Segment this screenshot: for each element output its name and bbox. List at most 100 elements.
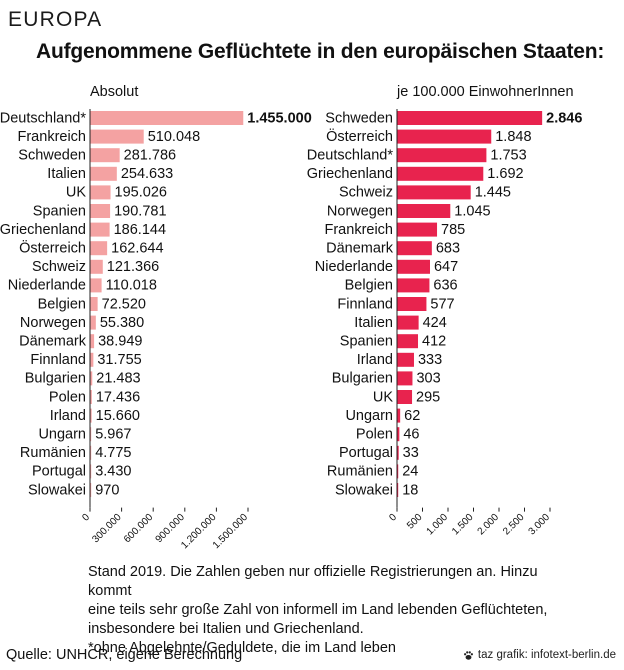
category-label-absolute-16: Polen bbox=[49, 389, 86, 405]
category-label-per-capita-5: Schweiz bbox=[339, 185, 393, 201]
tick-label-absolute-6: 1.500.000 bbox=[211, 512, 251, 552]
category-label-absolute-15: Bulgarien bbox=[25, 371, 86, 387]
value-label-per-capita-11: 577 bbox=[430, 296, 454, 312]
bar-per-capita-2 bbox=[397, 129, 492, 144]
category-label-per-capita-11: Finnland bbox=[337, 296, 393, 312]
tick-label-per-capita-1: 0 bbox=[387, 512, 399, 524]
category-label-per-capita-18: Polen bbox=[356, 427, 393, 443]
bar-per-capita-6 bbox=[397, 204, 451, 218]
category-label-per-capita-13: Spanien bbox=[340, 334, 393, 350]
value-label-per-capita-12: 424 bbox=[423, 315, 447, 331]
value-label-absolute-15: 21.483 bbox=[96, 371, 140, 387]
bar-per-capita-15 bbox=[397, 371, 413, 386]
category-label-absolute-20: Portugal bbox=[32, 464, 86, 480]
bar-per-capita-10 bbox=[397, 278, 430, 293]
bar-absolute-5 bbox=[90, 185, 111, 200]
bar-per-capita-4 bbox=[397, 166, 484, 181]
value-label-absolute-21: 970 bbox=[95, 482, 119, 498]
value-label-per-capita-18: 46 bbox=[403, 427, 419, 443]
category-label-absolute-14: Finnland bbox=[30, 352, 86, 368]
footnote-line-1: Stand 2019. Die Zahlen geben nur offizie… bbox=[88, 564, 538, 599]
category-label-absolute-18: Ungarn bbox=[38, 427, 86, 443]
value-label-absolute-20: 3.430 bbox=[95, 464, 131, 480]
value-label-absolute-3: 281.786 bbox=[124, 148, 176, 164]
value-label-absolute-8: 162.644 bbox=[111, 241, 163, 257]
value-label-absolute-16: 17.436 bbox=[96, 389, 140, 405]
tick-label-per-capita-5: 2.000 bbox=[476, 512, 502, 538]
footnote-line-3: insbesondere bei Italien und Griechenlan… bbox=[88, 621, 364, 637]
category-label-per-capita-17: Ungarn bbox=[345, 408, 393, 424]
value-label-per-capita-6: 1.045 bbox=[454, 203, 490, 219]
tick-label-per-capita-3: 1.000 bbox=[425, 512, 451, 538]
category-label-absolute-17: Irland bbox=[50, 408, 86, 424]
bar-absolute-9 bbox=[90, 259, 103, 274]
bar-absolute-2 bbox=[90, 129, 144, 144]
value-label-absolute-2: 510.048 bbox=[148, 129, 200, 145]
tick-label-absolute-1: 0 bbox=[80, 512, 92, 524]
value-label-absolute-5: 195.026 bbox=[115, 185, 167, 201]
value-label-absolute-4: 254.633 bbox=[121, 166, 173, 182]
bar-per-capita-12 bbox=[397, 315, 419, 330]
bar-absolute-3 bbox=[90, 148, 120, 163]
value-label-absolute-11: 72.520 bbox=[102, 296, 146, 312]
panel-title-absolute: Absolut bbox=[90, 84, 139, 100]
panel-title-per-capita: je 100.000 EinwohnerInnen bbox=[397, 84, 574, 100]
value-label-per-capita-21: 18 bbox=[402, 482, 418, 498]
bar-absolute-18 bbox=[90, 427, 92, 442]
credit-text: taz grafik: infotext-berlin.de bbox=[477, 649, 616, 661]
category-label-per-capita-15: Bulgarien bbox=[332, 371, 393, 387]
category-label-per-capita-8: Dänemark bbox=[326, 241, 394, 257]
category-label-absolute-13: Dänemark bbox=[19, 334, 87, 350]
value-label-absolute-13: 38.949 bbox=[98, 334, 142, 350]
tick-label-absolute-2: 300.000 bbox=[90, 512, 124, 546]
bar-absolute-7 bbox=[90, 222, 110, 237]
bar-absolute-17 bbox=[90, 408, 92, 423]
category-label-absolute-11: Belgien bbox=[38, 296, 86, 312]
bar-per-capita-21 bbox=[397, 483, 399, 497]
category-label-absolute-3: Schweden bbox=[18, 148, 86, 164]
value-label-absolute-14: 31.755 bbox=[97, 352, 141, 368]
category-label-per-capita-21: Slowakei bbox=[335, 482, 393, 498]
bar-charts: Deutschland* 1.455.000 Frankreich 510.048 Sc… bbox=[0, 109, 582, 552]
credit: taz grafik: infotext-berlin.de bbox=[463, 649, 616, 661]
kicker: EUROPA bbox=[8, 8, 103, 31]
bar-per-capita-11 bbox=[397, 297, 427, 311]
category-label-per-capita-4: Griechenland bbox=[307, 166, 393, 182]
category-label-absolute-19: Rumänien bbox=[20, 445, 86, 461]
category-label-per-capita-10: Belgien bbox=[345, 278, 393, 294]
value-label-absolute-9: 121.366 bbox=[107, 259, 159, 275]
value-label-per-capita-3: 1.753 bbox=[490, 148, 526, 164]
bar-per-capita-13 bbox=[397, 334, 419, 349]
value-label-per-capita-14: 333 bbox=[418, 352, 442, 368]
value-label-per-capita-7: 785 bbox=[441, 222, 465, 238]
bar-per-capita-16 bbox=[397, 390, 413, 404]
category-label-per-capita-2: Österreich bbox=[326, 127, 393, 145]
tick-label-per-capita-2: 500 bbox=[405, 512, 425, 532]
category-label-per-capita-12: Italien bbox=[354, 315, 393, 331]
tick-label-per-capita-4: 1.500 bbox=[450, 512, 476, 538]
value-label-per-capita-9: 647 bbox=[434, 259, 458, 275]
bar-absolute-20 bbox=[90, 464, 92, 479]
value-label-absolute-12: 55.380 bbox=[100, 315, 144, 331]
value-label-per-capita-17: 62 bbox=[404, 408, 420, 424]
value-label-per-capita-5: 1.445 bbox=[475, 185, 511, 201]
category-label-per-capita-9: Niederlande bbox=[315, 259, 393, 275]
bar-absolute-16 bbox=[90, 390, 92, 404]
value-label-per-capita-20: 24 bbox=[402, 464, 418, 480]
value-label-absolute-17: 15.660 bbox=[96, 408, 140, 424]
bar-per-capita-19 bbox=[397, 445, 399, 460]
bar-absolute-13 bbox=[90, 334, 95, 349]
bar-per-capita-20 bbox=[397, 464, 399, 479]
category-label-absolute-12: Norwegen bbox=[20, 315, 86, 331]
value-label-absolute-6: 190.781 bbox=[114, 203, 166, 219]
bar-absolute-10 bbox=[90, 278, 102, 293]
category-label-absolute-21: Slowakei bbox=[28, 482, 86, 498]
bar-absolute-1 bbox=[90, 111, 244, 125]
category-label-absolute-8: Österreich bbox=[19, 239, 86, 257]
bar-per-capita-7 bbox=[397, 222, 438, 237]
footnote-line-4: *ohne Abgelehnte/Geduldete, die im Land … bbox=[88, 640, 396, 656]
footnote-line-2: eine teils sehr große Zahl von informell… bbox=[88, 602, 548, 618]
bar-absolute-21 bbox=[90, 483, 92, 497]
bar-absolute-4 bbox=[90, 166, 117, 181]
category-label-absolute-10: Niederlande bbox=[8, 278, 86, 294]
